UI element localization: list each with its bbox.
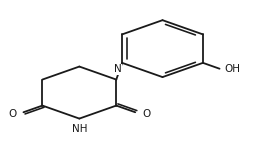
Text: NH: NH — [72, 124, 87, 134]
Text: OH: OH — [224, 64, 240, 74]
Text: N: N — [114, 64, 121, 74]
Text: O: O — [9, 109, 17, 119]
Text: O: O — [142, 109, 150, 119]
